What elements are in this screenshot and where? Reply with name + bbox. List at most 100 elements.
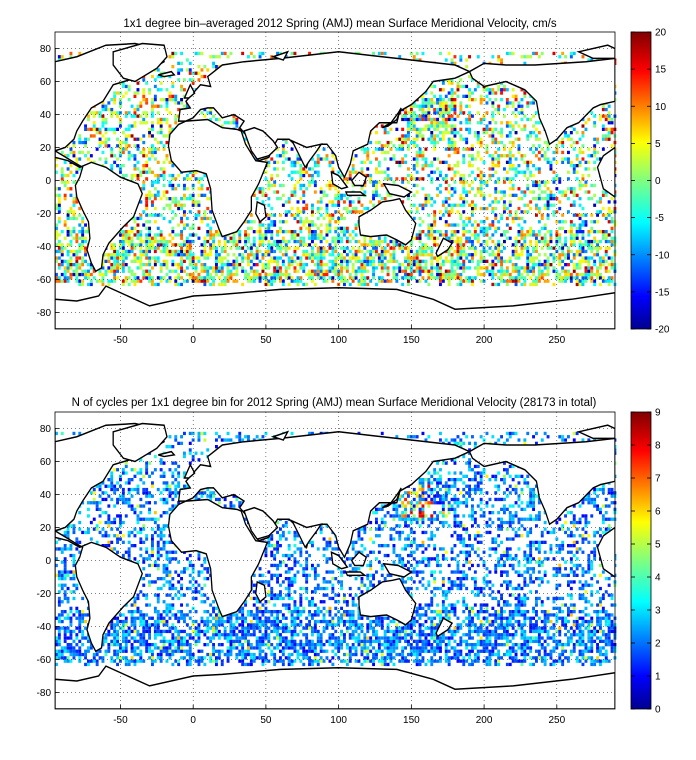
top-bin bbox=[462, 137, 466, 141]
top-bin bbox=[153, 150, 157, 155]
top-bin bbox=[206, 256, 210, 260]
top-bin bbox=[552, 180, 556, 184]
top-bin bbox=[156, 256, 160, 260]
top-bin bbox=[319, 197, 323, 201]
top-bin bbox=[311, 210, 314, 214]
top-bin bbox=[444, 177, 448, 181]
top-bin bbox=[235, 239, 239, 244]
top-bin bbox=[500, 121, 503, 125]
top-bin bbox=[546, 239, 550, 244]
top-bin bbox=[552, 157, 556, 161]
top-bin bbox=[331, 160, 335, 164]
top-bin bbox=[235, 272, 239, 277]
top-bin bbox=[153, 187, 157, 191]
top-bin bbox=[401, 117, 405, 122]
top-bin bbox=[183, 210, 186, 214]
top-bin bbox=[209, 246, 213, 250]
top-bin bbox=[145, 269, 149, 273]
top-bin bbox=[316, 216, 320, 221]
top-bin bbox=[386, 173, 390, 178]
top-bin bbox=[156, 160, 160, 164]
top-bin bbox=[436, 127, 439, 131]
top-bin bbox=[447, 249, 451, 254]
top-bin bbox=[66, 249, 70, 254]
top-bin bbox=[529, 230, 533, 234]
top-bin bbox=[258, 230, 262, 234]
top-bin bbox=[174, 279, 178, 283]
top-bin bbox=[500, 266, 503, 270]
top-bin bbox=[328, 246, 332, 250]
top-bin bbox=[191, 272, 195, 277]
top-bin bbox=[415, 249, 419, 254]
top-bin bbox=[540, 154, 544, 158]
top-bin bbox=[139, 104, 143, 108]
top-bin bbox=[398, 269, 402, 273]
top-bin bbox=[471, 164, 474, 168]
top-bin bbox=[153, 78, 157, 82]
top-bin bbox=[491, 127, 495, 131]
top-bin bbox=[412, 276, 416, 280]
top-bin bbox=[177, 253, 181, 257]
top-bin bbox=[299, 220, 303, 224]
top-bin bbox=[267, 259, 271, 263]
top-bin bbox=[162, 144, 166, 148]
top-bin bbox=[354, 256, 358, 260]
top-bin bbox=[180, 220, 183, 224]
top-bin bbox=[113, 98, 117, 102]
top-bin bbox=[471, 206, 474, 211]
top-bin bbox=[372, 51, 375, 56]
top-bin bbox=[119, 121, 122, 125]
top-bin bbox=[273, 279, 277, 283]
top-bin bbox=[284, 276, 288, 280]
top-bin bbox=[264, 279, 268, 283]
top-bin bbox=[313, 183, 317, 188]
top-bin bbox=[220, 269, 224, 273]
top-bin bbox=[104, 127, 108, 131]
top-bin bbox=[415, 170, 419, 174]
top-bin bbox=[142, 88, 146, 92]
top-bin bbox=[331, 200, 335, 204]
top-bin bbox=[351, 269, 355, 273]
top-bin bbox=[81, 269, 85, 273]
top-bin bbox=[162, 239, 166, 244]
top-bin bbox=[369, 256, 373, 260]
top-bin bbox=[354, 253, 358, 257]
top-bin bbox=[407, 276, 410, 280]
top-bin bbox=[116, 256, 119, 260]
top-bin bbox=[363, 206, 367, 211]
top-bin bbox=[183, 243, 186, 247]
top-bin bbox=[450, 144, 454, 148]
top-bin bbox=[439, 51, 442, 56]
top-bin bbox=[462, 233, 466, 237]
top-bin bbox=[316, 269, 320, 273]
top-bin bbox=[540, 239, 544, 244]
top-bin bbox=[177, 71, 181, 75]
top-bin bbox=[415, 160, 419, 164]
top-bin bbox=[101, 263, 105, 267]
top-bin bbox=[174, 269, 178, 273]
top-bin bbox=[215, 117, 218, 122]
top-bin bbox=[395, 243, 399, 247]
top-bin bbox=[412, 157, 416, 161]
top-bin bbox=[500, 269, 503, 273]
top-bin bbox=[313, 233, 317, 237]
top-bin bbox=[447, 272, 451, 277]
top-bin bbox=[75, 266, 79, 270]
top-bin bbox=[503, 190, 506, 194]
top-bin bbox=[281, 183, 285, 188]
top-bin bbox=[139, 256, 143, 260]
top-bin bbox=[156, 233, 160, 237]
top-bin bbox=[369, 160, 373, 164]
top-bin bbox=[133, 259, 137, 263]
top-bin bbox=[258, 249, 262, 254]
top-bin bbox=[485, 216, 489, 221]
top-bin bbox=[197, 272, 201, 277]
top-bin bbox=[276, 154, 279, 158]
top-bin bbox=[395, 147, 399, 151]
top-bin bbox=[148, 131, 151, 135]
top-bin bbox=[433, 117, 437, 122]
top-bin bbox=[156, 190, 160, 194]
top-bin bbox=[145, 111, 149, 115]
top-bin bbox=[328, 253, 332, 257]
top-bin bbox=[151, 98, 154, 102]
